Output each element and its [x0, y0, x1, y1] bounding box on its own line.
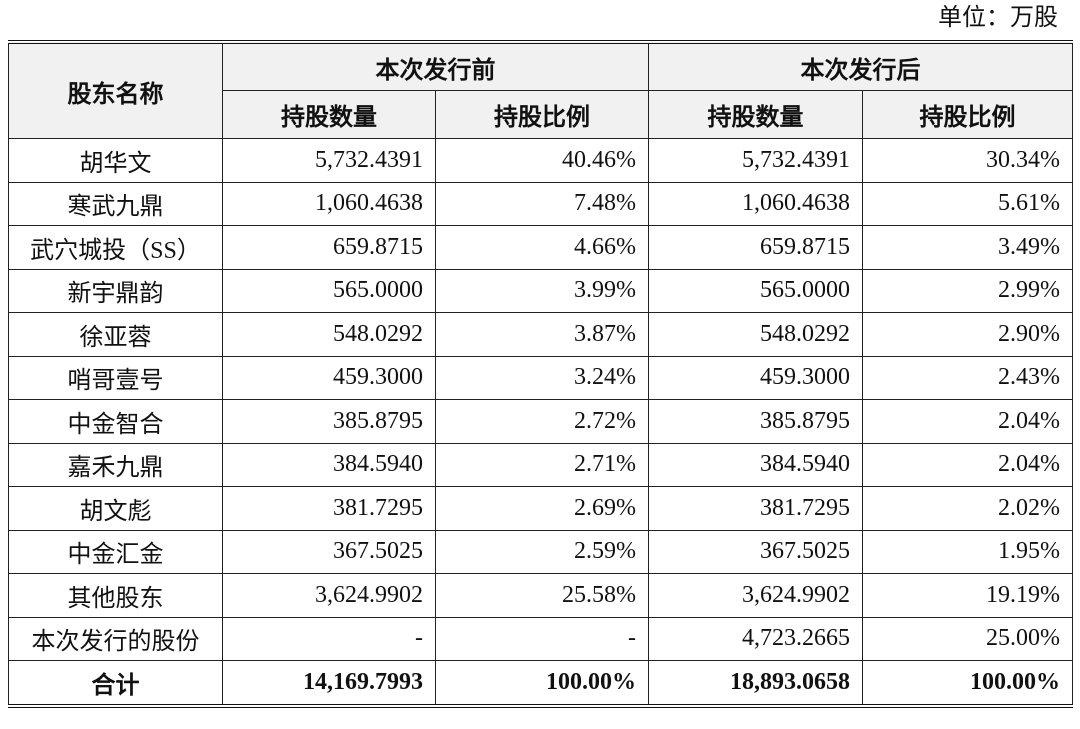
value-cell: 2.04% [862, 442, 1073, 487]
table-row: 武穴城投（SS） 659.8715 4.66% 659.8715 3.49% [8, 225, 1073, 270]
header-cell: 持股比例 [435, 90, 649, 139]
table-row: 胡华文 5,732.4391 40.46% 5,732.4391 30.34% [8, 138, 1073, 183]
header-cell: 本次发行后 [648, 41, 1073, 91]
header-cell: 持股数量 [222, 90, 436, 139]
value-cell: 385.8795 [222, 399, 436, 444]
table-row: 胡文彪 381.7295 2.69% 381.7295 2.02% [8, 486, 1073, 531]
value-cell: 367.5025 [648, 529, 863, 574]
value-cell: 3,624.9902 [648, 573, 863, 618]
value-cell: 2.72% [435, 399, 649, 444]
table-row: 嘉禾九鼎 384.5940 2.71% 384.5940 2.04% [8, 442, 1073, 487]
value-cell: 19.19% [862, 573, 1073, 618]
value-cell: - [222, 616, 436, 661]
value-cell: 4.66% [435, 225, 649, 270]
value-cell: 14,169.7993 [222, 660, 436, 706]
shareholding-table: 股东名称 本次发行前 本次发行后 持股数量 持股比例 持股数量 持股比例 胡华文… [8, 40, 1073, 708]
value-cell: 459.3000 [222, 355, 436, 400]
unit-label: 单位：万股 [938, 5, 1058, 31]
table-row: 哨哥壹号 459.3000 3.24% 459.3000 2.43% [8, 355, 1073, 400]
table-row: 寒武九鼎 1,060.4638 7.48% 1,060.4638 5.61% [8, 181, 1073, 226]
value-cell: 659.8715 [222, 225, 436, 270]
value-cell: 3.99% [435, 268, 649, 313]
table-row: 中金智合 385.8795 2.72% 385.8795 2.04% [8, 399, 1073, 444]
value-cell: 1,060.4638 [222, 181, 436, 226]
name-cell: 寒武九鼎 [8, 181, 223, 226]
value-cell: 1.95% [862, 529, 1073, 574]
name-cell: 武穴城投（SS） [8, 225, 223, 270]
value-cell: 40.46% [435, 138, 649, 183]
value-cell: 2.99% [862, 268, 1073, 313]
name-cell: 哨哥壹号 [8, 355, 223, 400]
value-cell: 2.90% [862, 312, 1073, 357]
table-row: 合计 14,169.7993 100.00% 18,893.0658 100.00% [8, 660, 1073, 706]
value-cell: 565.0000 [648, 268, 863, 313]
table-row: 新宇鼎韵 565.0000 3.99% 565.0000 2.99% [8, 268, 1073, 313]
name-cell: 嘉禾九鼎 [8, 442, 223, 487]
name-cell: 合计 [8, 660, 223, 706]
value-cell: 100.00% [862, 660, 1073, 706]
header-cell: 持股数量 [648, 90, 863, 139]
value-cell: 7.48% [435, 181, 649, 226]
table-body: 胡华文 5,732.4391 40.46% 5,732.4391 30.34% 寒武九鼎 1… [8, 138, 1073, 706]
header-row: 持股数量 持股比例 持股数量 持股比例 [9, 90, 1073, 139]
table-row: 中金汇金 367.5025 2.59% 367.5025 1.95% [8, 529, 1073, 574]
value-cell: 1,060.4638 [648, 181, 863, 226]
value-cell: 5,732.4391 [648, 138, 863, 183]
name-cell: 胡文彪 [8, 486, 223, 531]
table-row: 徐亚蓉 548.0292 3.87% 548.0292 2.90% [8, 312, 1073, 357]
table-row: 本次发行的股份 - -4,723.2665 25.00% [8, 616, 1073, 661]
value-cell: 367.5025 [222, 529, 436, 574]
header-row: 股东名称 本次发行前 本次发行后 [8, 41, 1073, 139]
value-cell: 565.0000 [222, 268, 436, 313]
header-cell: 持股比例 [862, 90, 1073, 139]
value-cell: 548.0292 [222, 312, 436, 357]
value-cell: 384.5940 [648, 442, 863, 487]
name-cell: 本次发行的股份 [8, 616, 223, 661]
value-cell: 459.3000 [648, 355, 863, 400]
table-row: 其他股东 3,624.9902 25.58% 3,624.9902 19.19% [8, 573, 1073, 618]
value-cell: 2.04% [862, 399, 1073, 444]
value-cell: 3.24% [435, 355, 649, 400]
value-cell: 2.02% [862, 486, 1073, 531]
value-cell: 384.5940 [222, 442, 436, 487]
value-cell: 30.34% [862, 138, 1073, 183]
value-cell: - [435, 616, 649, 661]
name-cell: 中金智合 [8, 399, 223, 444]
value-cell: 3,624.9902 [222, 573, 436, 618]
value-cell: 5,732.4391 [222, 138, 436, 183]
value-cell: 548.0292 [648, 312, 863, 357]
value-cell: 2.59% [435, 529, 649, 574]
value-cell: 381.7295 [648, 486, 863, 531]
header-cell: 本次发行前 [222, 41, 649, 91]
header-cell: 股东名称 [8, 41, 223, 139]
value-cell: 3.87% [435, 312, 649, 357]
name-cell: 新宇鼎韵 [8, 268, 223, 313]
name-cell: 其他股东 [8, 573, 223, 618]
value-cell: 18,893.0658 [648, 660, 863, 706]
value-cell: 2.71% [435, 442, 649, 487]
value-cell: 2.43% [862, 355, 1073, 400]
name-cell: 中金汇金 [8, 529, 223, 574]
value-cell: 25.00% [862, 616, 1073, 661]
value-cell: 2.69% [435, 486, 649, 531]
value-cell: 3.49% [862, 225, 1073, 270]
value-cell: 5.61% [862, 181, 1073, 226]
value-cell: 25.58% [435, 573, 649, 618]
value-cell: 100.00% [435, 660, 649, 706]
value-cell: 659.8715 [648, 225, 863, 270]
value-cell: 381.7295 [222, 486, 436, 531]
value-cell: 4,723.2665 [648, 616, 863, 661]
name-cell: 胡华文 [8, 138, 223, 183]
value-cell: 385.8795 [648, 399, 863, 444]
name-cell: 徐亚蓉 [8, 312, 223, 357]
